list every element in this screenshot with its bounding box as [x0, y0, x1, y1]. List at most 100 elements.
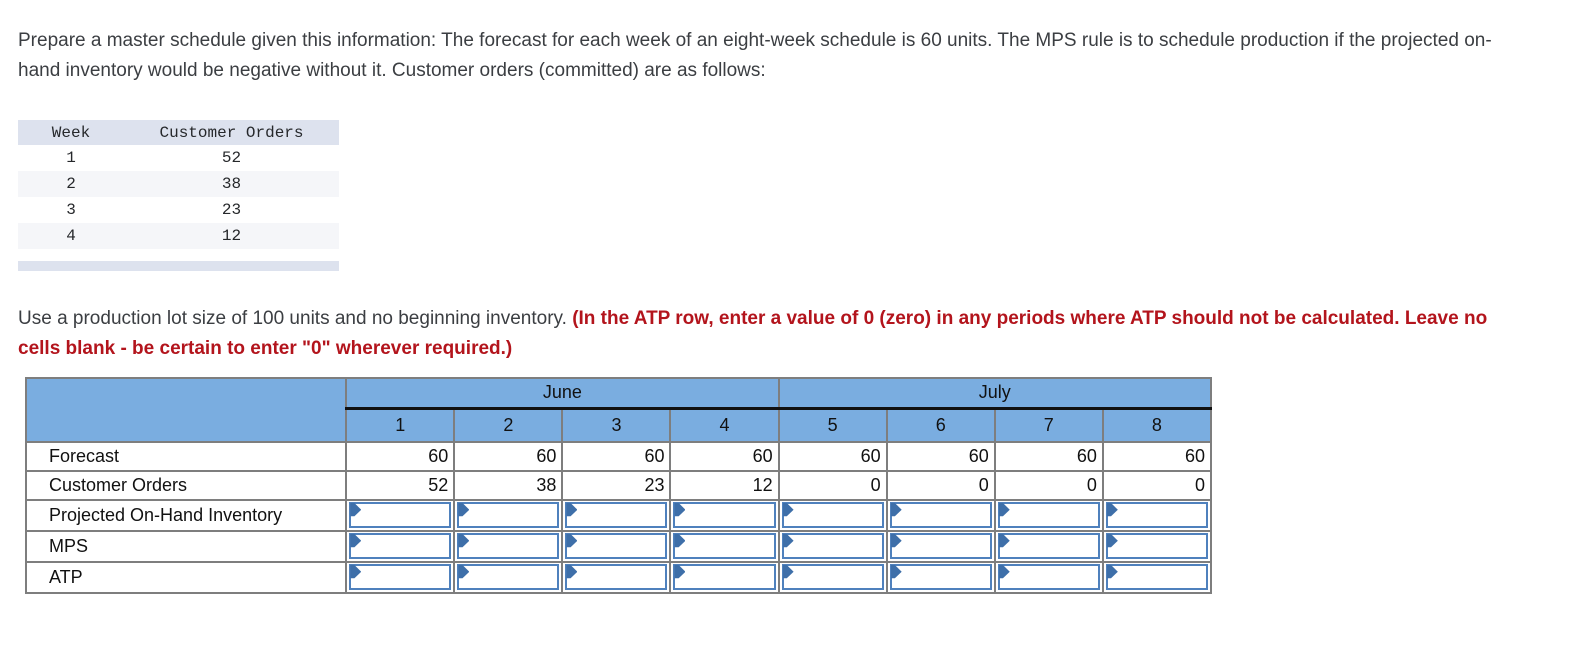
input-flag-icon — [458, 503, 470, 517]
input-flag-icon — [998, 565, 1010, 579]
week-header: 2 — [453, 407, 564, 443]
projected-on-hand-row: Projected On-Hand Inventory — [24, 499, 1213, 532]
input-flag-icon — [890, 534, 902, 548]
mps-worksheet: June July 1 2 3 4 5 6 7 8 Forecast 60 — [24, 377, 1213, 594]
answer-input[interactable] — [565, 533, 668, 559]
week-header-row: 1 2 3 4 5 6 7 8 — [26, 407, 1213, 443]
instruction-text: Use a production lot size of 100 units a… — [18, 304, 1528, 364]
table-row: 2 38 — [18, 171, 339, 197]
input-flag-icon — [566, 565, 578, 579]
week-header: 8 — [1101, 407, 1213, 443]
input-flag-icon — [350, 565, 362, 579]
answer-input[interactable] — [565, 564, 668, 590]
answer-input[interactable] — [565, 502, 668, 528]
week-header: 1 — [345, 407, 456, 443]
value-cell: 0 — [1101, 470, 1213, 501]
value-cell: 60 — [993, 441, 1104, 472]
customer-orders-row: Customer Orders 52 38 23 12 0 0 0 0 — [24, 470, 1213, 501]
answer-input[interactable] — [781, 564, 884, 590]
answer-input[interactable] — [457, 502, 560, 528]
mps-row: MPS — [24, 530, 1213, 563]
orders-qty-cell: 23 — [221, 201, 242, 219]
row-label: Customer Orders — [24, 470, 348, 501]
input-flag-icon — [458, 565, 470, 579]
answer-input[interactable] — [1105, 564, 1208, 590]
row-label: Projected On-Hand Inventory — [24, 499, 348, 532]
value-cell: 60 — [345, 441, 456, 472]
input-flag-icon — [674, 565, 686, 579]
input-flag-icon — [782, 534, 794, 548]
instruction-normal: Use a production lot size of 100 units a… — [18, 308, 573, 329]
value-cell: 12 — [669, 470, 780, 501]
value-cell: 60 — [777, 441, 888, 472]
value-cell: 38 — [453, 470, 564, 501]
input-flag-icon — [890, 565, 902, 579]
orders-week-cell: 4 — [18, 223, 124, 249]
answer-input[interactable] — [997, 533, 1100, 559]
answer-input[interactable] — [457, 564, 560, 590]
instruction-warning: (In the ATP row, enter a value of 0 (zer… — [18, 308, 1488, 359]
row-label: MPS — [24, 530, 348, 563]
answer-input[interactable] — [457, 533, 560, 559]
value-cell: 60 — [561, 441, 672, 472]
answer-input[interactable] — [889, 502, 992, 528]
orders-week-cell: 1 — [66, 149, 76, 167]
answer-input[interactable] — [997, 564, 1100, 590]
input-flag-icon — [890, 503, 902, 517]
value-cell: 23 — [561, 470, 672, 501]
month-header-june: June — [345, 377, 780, 410]
input-flag-icon — [998, 503, 1010, 517]
row-label: ATP — [24, 561, 348, 594]
answer-input[interactable] — [781, 533, 884, 559]
question-text: Prepare a master schedule given this inf… — [18, 30, 1492, 81]
week-header: 5 — [777, 407, 888, 443]
week-header: 7 — [993, 407, 1104, 443]
table-row: 1 52 — [18, 145, 339, 171]
input-flag-icon — [998, 534, 1010, 548]
answer-input[interactable] — [349, 564, 452, 590]
forecast-row: Forecast 60 60 60 60 60 60 60 60 — [24, 441, 1213, 472]
orders-week-cell: 2 — [18, 171, 124, 197]
corner-cell — [24, 377, 348, 443]
answer-input[interactable] — [349, 502, 452, 528]
table-footer-bar — [18, 261, 339, 271]
answer-input[interactable] — [889, 564, 992, 590]
input-flag-icon — [350, 503, 362, 517]
answer-input[interactable] — [673, 564, 776, 590]
answer-input[interactable] — [781, 502, 884, 528]
answer-input[interactable] — [889, 533, 992, 559]
input-flag-icon — [782, 503, 794, 517]
input-flag-icon — [566, 503, 578, 517]
value-cell: 60 — [885, 441, 996, 472]
answer-input[interactable] — [673, 533, 776, 559]
atp-row: ATP — [24, 561, 1213, 594]
orders-header-row: Week Customer Orders — [18, 120, 339, 145]
value-cell: 60 — [1101, 441, 1213, 472]
week-header: 6 — [885, 407, 996, 443]
value-cell: 60 — [669, 441, 780, 472]
row-label: Forecast — [24, 441, 348, 472]
input-flag-icon — [458, 534, 470, 548]
answer-input[interactable] — [673, 502, 776, 528]
customer-orders-table: Week Customer Orders 1 52 2 38 3 23 — [18, 120, 339, 271]
mps-worksheet-table: June July 1 2 3 4 5 6 7 8 Forecast 60 — [24, 377, 1213, 594]
input-flag-icon — [782, 565, 794, 579]
answer-input[interactable] — [1105, 533, 1208, 559]
value-cell: 60 — [453, 441, 564, 472]
orders-qty-cell: 38 — [124, 171, 339, 197]
input-flag-icon — [1106, 565, 1118, 579]
answer-input[interactable] — [349, 533, 452, 559]
value-cell: 52 — [345, 470, 456, 501]
orders-week-cell: 3 — [66, 201, 76, 219]
week-header: 3 — [561, 407, 672, 443]
answer-input[interactable] — [997, 502, 1100, 528]
input-flag-icon — [350, 534, 362, 548]
orders-header-week: Week — [18, 120, 124, 145]
input-flag-icon — [674, 503, 686, 517]
week-header: 4 — [669, 407, 780, 443]
input-flag-icon — [1106, 503, 1118, 517]
table-row: 3 23 — [18, 197, 339, 223]
value-cell: 0 — [777, 470, 888, 501]
answer-input[interactable] — [1105, 502, 1208, 528]
input-flag-icon — [566, 534, 578, 548]
